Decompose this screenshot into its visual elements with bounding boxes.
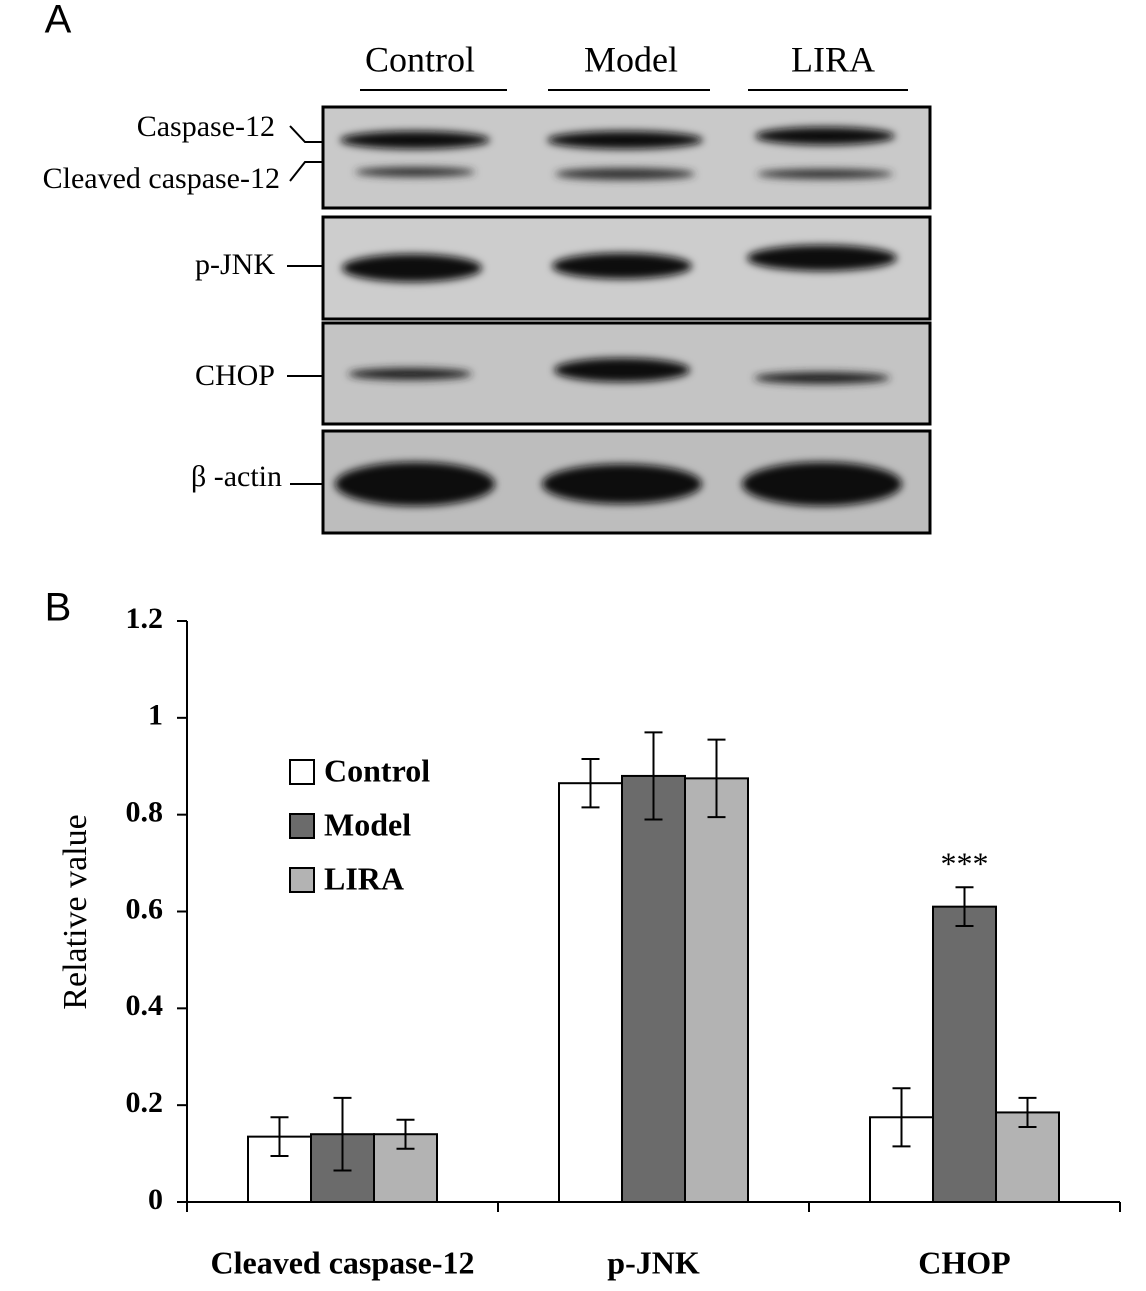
annotation: *** [941, 846, 989, 882]
bar [684, 777, 749, 1204]
y-tick-label: 0.4 [126, 989, 164, 1022]
error-bar [581, 757, 600, 809]
y-tick-label: 1 [148, 699, 163, 732]
x-tick-label: Cleaved caspase-12 [211, 1244, 475, 1280]
lane-label: Model [584, 39, 678, 79]
error-bar [644, 731, 663, 821]
error-bar [270, 1116, 289, 1158]
y-tick-label: 0.8 [126, 796, 164, 829]
error-bar [1018, 1096, 1037, 1128]
row-label: Cleaved caspase-12 [43, 162, 280, 195]
error-bar [707, 738, 726, 819]
error-bar [892, 1087, 911, 1148]
legend-swatch [289, 759, 315, 785]
y-axis-label: Relative value [57, 814, 94, 1009]
blot [321, 105, 932, 535]
x-tick-label: p-JNK [607, 1244, 700, 1280]
row-pointers [287, 125, 323, 485]
legend-label: Control [324, 752, 430, 788]
legend-swatch [289, 867, 315, 893]
y-tick-label: 0 [148, 1183, 163, 1216]
row-label: β -actin [191, 460, 282, 493]
row-label: CHOP [195, 359, 275, 392]
lane-label: Control [365, 39, 475, 79]
y-tick-label: 0.6 [126, 892, 164, 925]
bar [558, 782, 623, 1204]
legend-label: Model [324, 806, 411, 842]
panel-label: B [45, 586, 72, 630]
x-tick-label: CHOP [918, 1244, 1010, 1280]
bar [621, 774, 686, 1204]
row-label: Caspase-12 [137, 110, 275, 143]
legend-swatch [289, 813, 315, 839]
row-label: p-JNK [195, 248, 275, 281]
lane-label: LIRA [791, 39, 875, 79]
panel-label: A [45, 0, 72, 42]
bar [932, 905, 997, 1203]
error-bar [955, 886, 974, 928]
y-tick-label: 0.2 [126, 1086, 164, 1119]
y-tick-label: 1.2 [126, 602, 164, 635]
legend-label: LIRA [324, 860, 404, 896]
error-bar [396, 1118, 415, 1150]
error-bar [333, 1096, 352, 1172]
